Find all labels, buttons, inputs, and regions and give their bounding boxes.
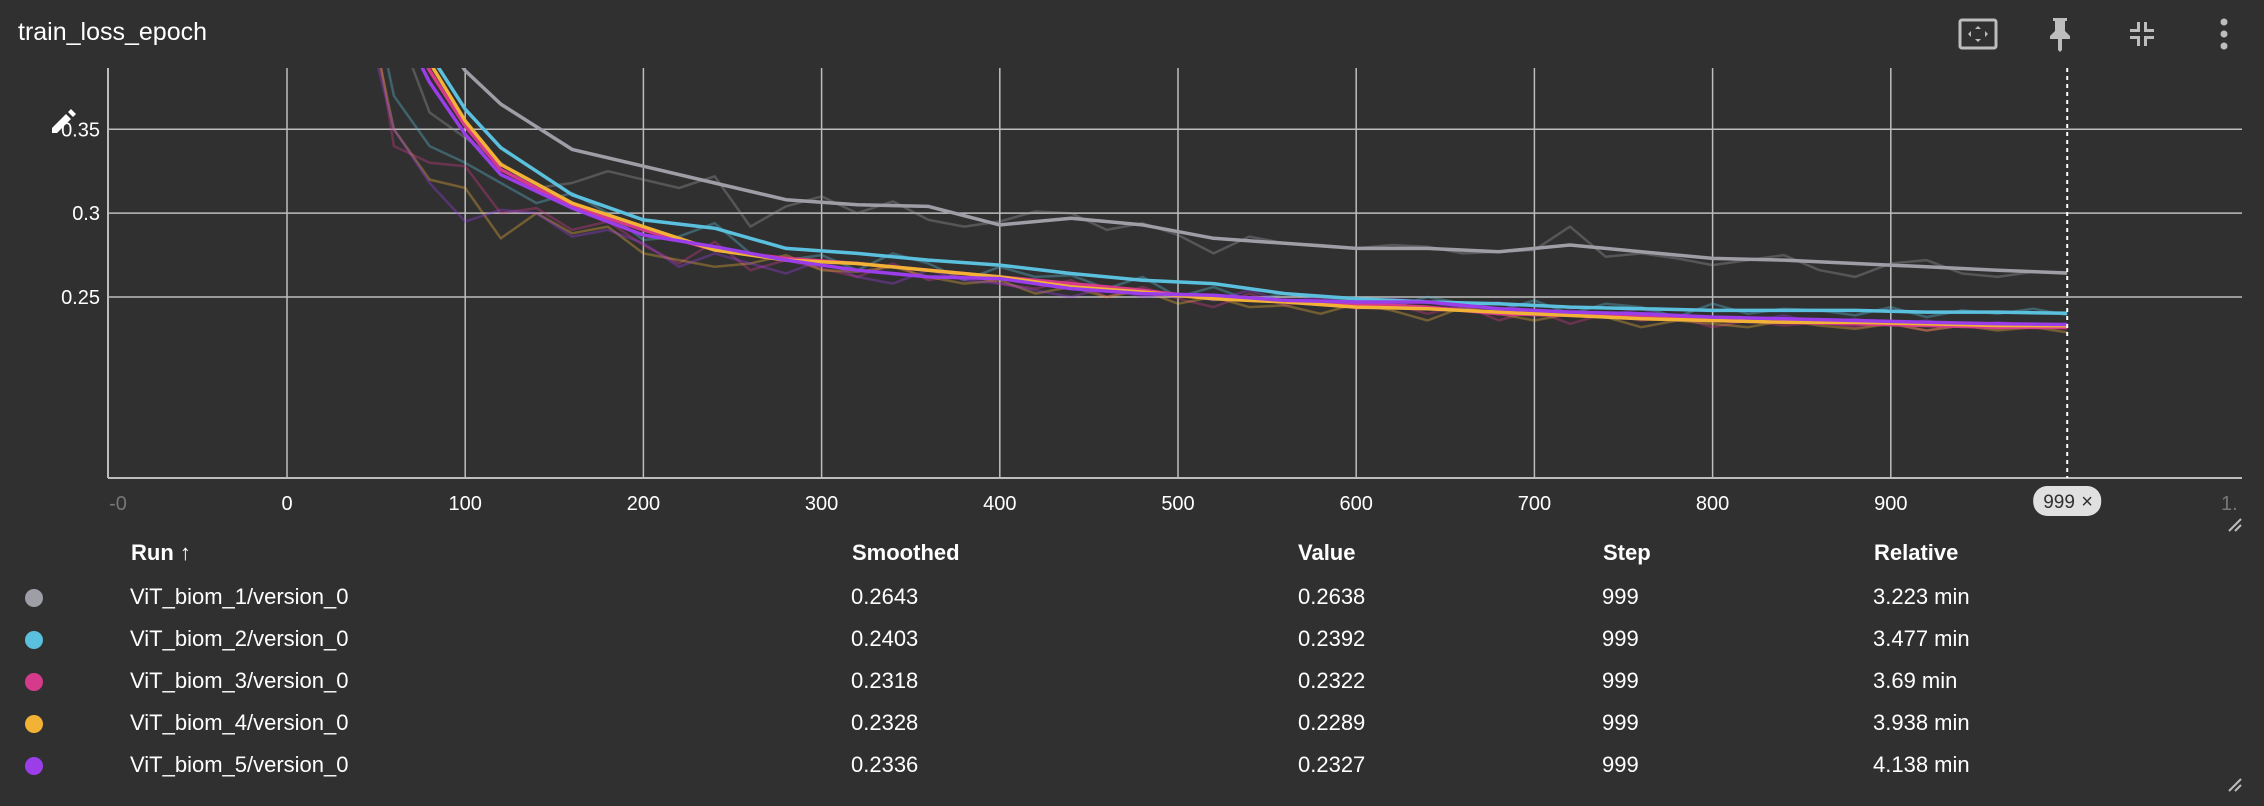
relative-time: 3.477 min: [1873, 626, 1970, 651]
raw-series-lines: [376, 68, 2068, 334]
pencil-icon[interactable]: [52, 109, 76, 133]
step-column-header[interactable]: Step: [1603, 540, 1651, 565]
table-row[interactable]: ViT_biom_2/version_0 0.2403 0.2392 999 3…: [0, 626, 2264, 668]
more-vert-icon: [2220, 18, 2228, 50]
smoothed-value: 0.2403: [851, 626, 919, 651]
x-tick-label: 1.: [2221, 493, 2238, 515]
x-tick-label: 800: [1696, 493, 1729, 515]
run-name: ViT_biom_2/version_0: [130, 626, 349, 651]
table-row[interactable]: ViT_biom_1/version_0 0.2643 0.2638 999 3…: [0, 584, 2264, 626]
raw-value: 0.2289: [1298, 710, 1366, 735]
collapse-icon: [2130, 22, 2154, 46]
relative-column-header[interactable]: Relative: [1874, 540, 1959, 565]
relative-time: 4.138 min: [1873, 752, 1970, 777]
run-color-dot[interactable]: [25, 757, 43, 775]
smoothed-value: 0.2318: [851, 668, 919, 693]
run-color-dot[interactable]: [25, 631, 43, 649]
relative-time: 3.938 min: [1873, 710, 1970, 735]
run-color-dot[interactable]: [25, 589, 43, 607]
x-tick-label: 0: [281, 493, 292, 515]
raw-line-vit-biom-3: [380, 68, 2068, 332]
raw-line-vit-biom-5: [376, 68, 2068, 329]
smoothed-value: 0.2643: [851, 584, 919, 609]
run-color-dot[interactable]: [25, 673, 43, 691]
chart-title: train_loss_epoch: [18, 18, 208, 46]
x-tick-label: 500: [1161, 493, 1194, 515]
step-value: 999: [1602, 668, 1639, 693]
run-color-dot[interactable]: [25, 715, 43, 733]
step-value: 999: [1602, 710, 1639, 735]
y-tick-label: 0.3: [72, 203, 100, 225]
hover-step-label: 999: [2043, 492, 2075, 513]
hover-close-icon[interactable]: ×: [2081, 491, 2093, 513]
x-tick-label: -0: [109, 493, 127, 515]
run-name: ViT_biom_1/version_0: [130, 584, 349, 609]
smoothed-line-vit-biom-1: [461, 68, 2068, 275]
smoothed-column-header[interactable]: Smoothed: [852, 540, 960, 565]
fit-domain-icon: [1958, 18, 1998, 50]
line-chart[interactable]: -001002003004005006007008009001.0.450.40…: [0, 60, 2264, 520]
relative-time: 3.69 min: [1873, 668, 1958, 693]
table-row[interactable]: ViT_biom_3/version_0 0.2318 0.2322 999 3…: [0, 668, 2264, 710]
step-value: 999: [1602, 584, 1639, 609]
raw-line-vit-biom-1: [411, 68, 2068, 279]
card-toolbar: [1956, 14, 2246, 54]
x-tick-label: 100: [449, 493, 482, 515]
table-row[interactable]: ViT_biom_5/version_0 0.2336 0.2327 999 4…: [0, 752, 2264, 794]
smoothed-line-vit-biom-5: [420, 68, 2068, 327]
relative-time: 3.223 min: [1873, 584, 1970, 609]
run-name: ViT_biom_4/version_0: [130, 710, 349, 735]
raw-value: 0.2327: [1298, 752, 1366, 777]
run-column-header[interactable]: Run ↑: [131, 540, 191, 565]
x-tick-label: 600: [1340, 493, 1373, 515]
run-name: ViT_biom_5/version_0: [130, 752, 349, 777]
collapse-button[interactable]: [2120, 14, 2164, 54]
table-row[interactable]: ViT_biom_4/version_0 0.2328 0.2289 999 3…: [0, 710, 2264, 752]
smoothed-value: 0.2336: [851, 752, 919, 777]
fit-domain-button[interactable]: [1956, 14, 2000, 54]
step-value: 999: [1602, 752, 1639, 777]
step-value: 999: [1602, 626, 1639, 651]
x-tick-label: 300: [805, 493, 838, 515]
raw-value: 0.2322: [1298, 668, 1366, 693]
smoothed-line-vit-biom-3: [426, 68, 2068, 330]
pin-icon: [2050, 18, 2070, 52]
x-tick-label: 400: [983, 493, 1016, 515]
y-tick-label: 0.25: [61, 287, 100, 309]
smoothed-value: 0.2328: [851, 710, 919, 735]
run-name: ViT_biom_3/version_0: [130, 668, 349, 693]
raw-value: 0.2392: [1298, 626, 1366, 651]
axis-tick-labels: -001002003004005006007008009001.0.450.40…: [61, 119, 2238, 515]
pin-button[interactable]: [2038, 14, 2082, 54]
smoothed-series-lines: [420, 68, 2068, 330]
x-tick-label: 900: [1874, 493, 1907, 515]
value-column-header[interactable]: Value: [1298, 540, 1356, 565]
raw-value: 0.2638: [1298, 584, 1366, 609]
x-tick-label: 200: [627, 493, 660, 515]
chart-resize-icon[interactable]: [2226, 516, 2242, 532]
x-tick-label: 700: [1518, 493, 1551, 515]
raw-line-vit-biom-2: [386, 68, 2068, 319]
grid-lines: [107, 68, 2242, 479]
table-resize-icon[interactable]: [2226, 776, 2242, 792]
more-button[interactable]: [2202, 14, 2246, 54]
y-tick-label: 0.35: [61, 119, 100, 141]
run-table-header: Run ↑ Smoothed Value Step Relative: [0, 540, 2264, 570]
smoothed-line-vit-biom-2: [436, 68, 2068, 316]
hover-step-badge[interactable]: 999 ×: [2033, 486, 2102, 516]
raw-line-vit-biom-4: [379, 68, 2068, 334]
